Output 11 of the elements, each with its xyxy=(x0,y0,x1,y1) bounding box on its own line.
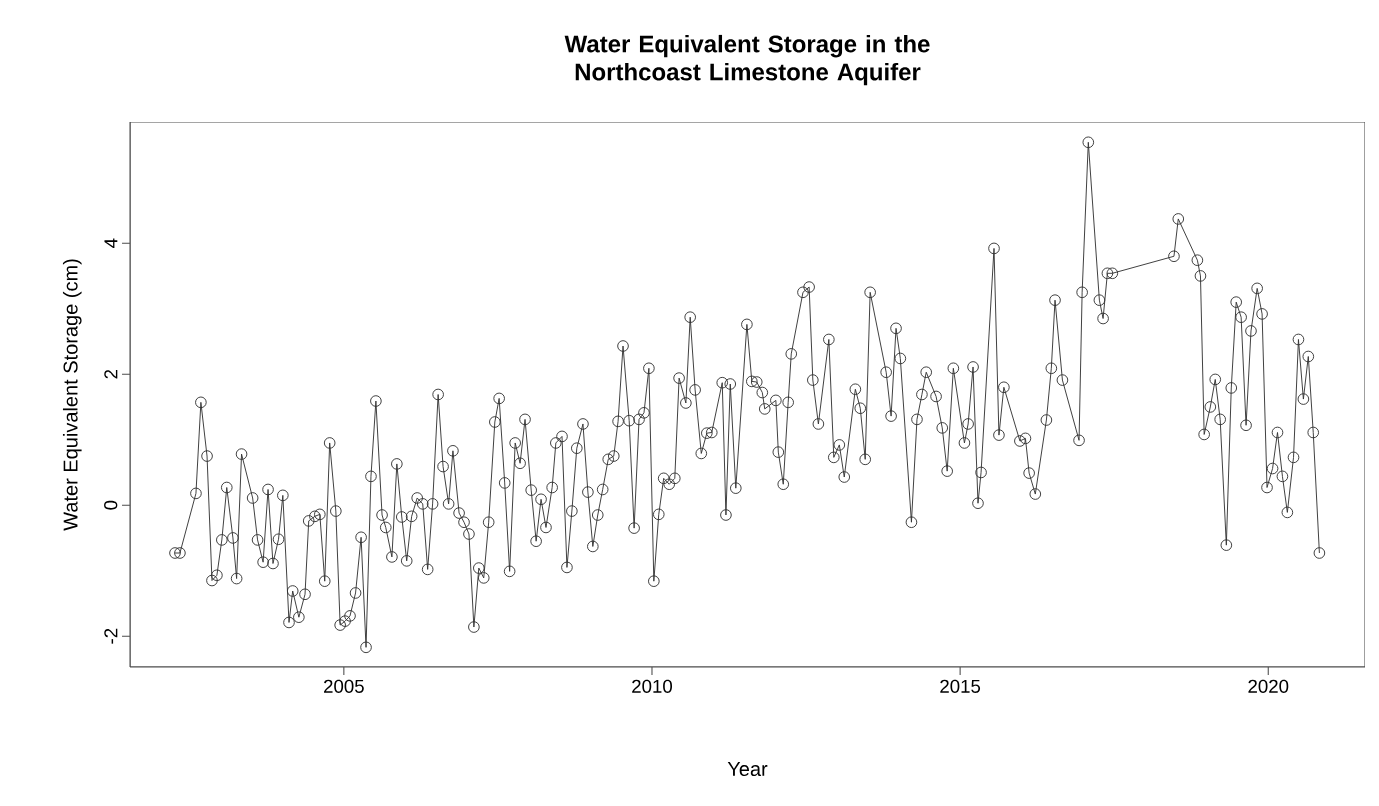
x-axis-title: Year xyxy=(727,762,768,777)
y-axis-title: Water Equivalent Storage (cm) xyxy=(62,259,82,531)
y-tick-label: 0 xyxy=(104,500,118,510)
x-tick-label: 2010 xyxy=(632,679,673,693)
y-tick-label: -2 xyxy=(104,628,118,644)
y-tick-label: 4 xyxy=(104,238,118,248)
x-tick-label: 2005 xyxy=(324,679,364,693)
x-tick-label: 2020 xyxy=(1248,679,1289,693)
x-tick-label: 2015 xyxy=(940,679,981,693)
y-tick-label: 2 xyxy=(104,369,118,379)
chart-title: Water Equivalent Storage in the Northcoast Limestone Aquifer xyxy=(564,34,930,86)
